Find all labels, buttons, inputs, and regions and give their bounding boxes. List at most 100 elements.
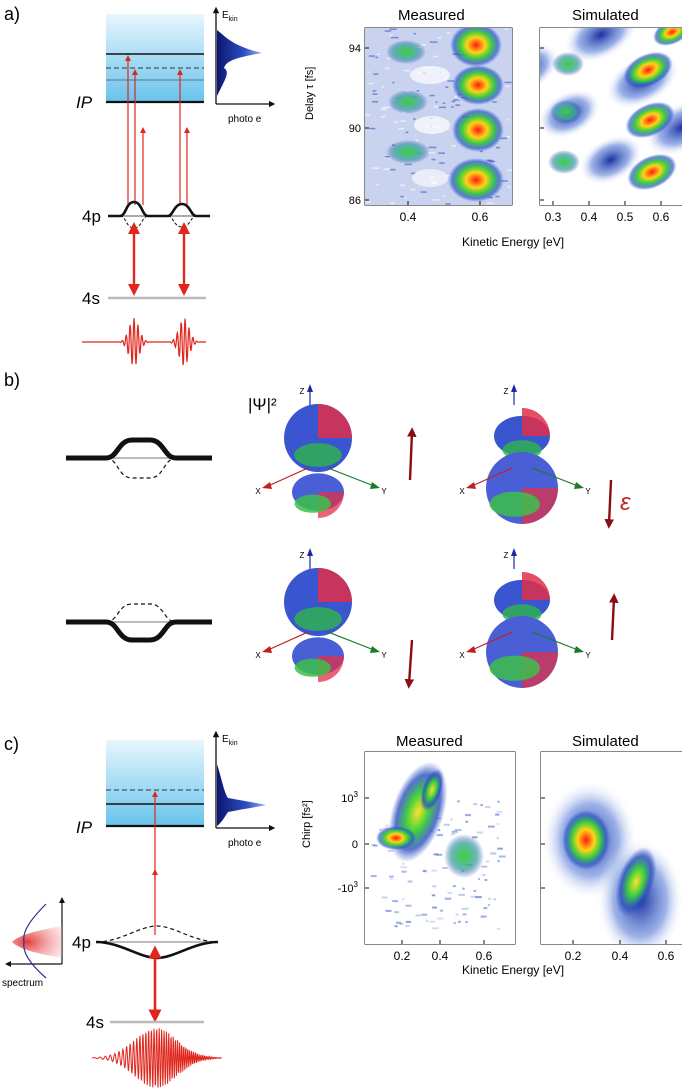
- x-axis-label: X: [255, 651, 261, 660]
- laser-pulse-pair: [82, 317, 206, 366]
- map-noise: [409, 188, 416, 191]
- map-noise: [365, 201, 372, 203]
- map-noise: [394, 121, 399, 123]
- x-tick-label: 0.6: [658, 949, 675, 963]
- x-tick-label: 0.6: [472, 210, 489, 224]
- map-noise: [445, 86, 449, 88]
- map-noise: [442, 867, 448, 869]
- map-noise: [396, 921, 401, 924]
- map-noise: [480, 915, 487, 918]
- map-noise: [497, 927, 501, 930]
- xlabel-c: Kinetic Energy [eV]: [462, 963, 564, 977]
- panel-label-b: b): [4, 370, 20, 390]
- simulated-title-a: Simulated: [572, 7, 639, 24]
- map-noise: [390, 877, 393, 880]
- x-tick-label: 0.4: [581, 210, 598, 224]
- map-noise: [382, 106, 391, 109]
- photoelectron-spectrum: [217, 30, 262, 96]
- map-noise: [437, 37, 442, 39]
- map-noise: [446, 128, 450, 130]
- map-noise: [407, 880, 413, 883]
- x-axis-label: X: [459, 651, 465, 660]
- map-noise: [429, 94, 435, 97]
- map-noise: [436, 834, 443, 837]
- y-axis-arrowhead: [370, 482, 380, 489]
- map-noise: [493, 898, 496, 901]
- map-noise: [429, 41, 438, 43]
- y-tick-label: 0: [352, 839, 358, 851]
- y-tick-label: 86: [349, 195, 361, 207]
- spectrum-curve: [23, 903, 47, 979]
- polarization-arrow-1: [407, 427, 417, 481]
- map-noise: [438, 152, 445, 154]
- map-noise: [405, 904, 412, 907]
- level-4s-label: 4s: [82, 289, 100, 308]
- map-noise: [455, 913, 459, 916]
- map-noise: [496, 823, 500, 826]
- map-noise: [497, 800, 500, 803]
- x-tick-label: 0.4: [400, 210, 417, 224]
- orbital-lobe-top-red: [522, 408, 550, 436]
- map-noise: [431, 894, 436, 897]
- y-axis-label: Y: [381, 651, 387, 660]
- ekin-label-c: Ekin: [222, 734, 238, 747]
- map-noise: [505, 85, 510, 87]
- orbital-lobe-bottom-green: [489, 655, 540, 681]
- orbital-plots: Z X Y Z X Y Z X Y Z X Y: [255, 384, 591, 688]
- map-noise: [482, 874, 486, 876]
- x-axis: [471, 467, 513, 487]
- photoe-label-c: photo e: [228, 838, 262, 849]
- map-noise: [442, 102, 446, 105]
- map-noise: [439, 162, 445, 164]
- x-tick-label: 0.3: [545, 210, 562, 224]
- map-noise: [375, 56, 378, 59]
- map-noise: [384, 30, 392, 32]
- map-noise: [402, 862, 405, 865]
- map-noise: [410, 172, 416, 175]
- map-noise: [413, 118, 416, 120]
- map-noise: [485, 860, 490, 863]
- map-noise: [484, 879, 488, 881]
- map-noise: [370, 875, 377, 878]
- map-noise: [452, 885, 456, 888]
- map-noise: [450, 833, 456, 836]
- map-noise: [372, 101, 379, 103]
- map-noise: [387, 849, 394, 852]
- map-noise: [400, 184, 405, 186]
- photoe-label: photo e: [228, 114, 262, 125]
- map-noise: [367, 82, 374, 85]
- map-noise: [506, 135, 511, 138]
- map-noise: [392, 900, 398, 903]
- map-noise: [372, 844, 376, 847]
- orbital-lobe-bottom-green: [489, 491, 540, 517]
- simulated-map-c: [541, 752, 682, 944]
- x-axis-arrowhead: [262, 646, 272, 653]
- map-noise: [485, 806, 491, 809]
- orbital-3: Z X Y: [255, 548, 387, 682]
- map-noise: [486, 202, 494, 204]
- z-axis-arrowhead: [511, 384, 517, 392]
- z-axis-label: Z: [504, 387, 509, 396]
- x-axis: [471, 631, 513, 651]
- map-noise: [380, 115, 386, 118]
- psi-label: |Ψ|²: [248, 395, 277, 414]
- z-axis-label: Z: [300, 551, 305, 560]
- map-noise: [432, 885, 437, 888]
- map-noise: [379, 828, 383, 831]
- y-tick-label: 90: [349, 123, 361, 135]
- x-axis: [267, 631, 309, 651]
- map-noise: [451, 830, 458, 833]
- x-tick-label: 0.6: [476, 949, 493, 963]
- map-noise: [433, 853, 438, 856]
- ylabel-c: Chirp [fs²]: [301, 800, 313, 848]
- y-axis-arrowhead: [574, 482, 584, 489]
- map-noise: [447, 80, 455, 82]
- measured-map-a-ticks: 94 90 86 0.4 0.6: [349, 43, 489, 224]
- map-noise: [389, 875, 394, 878]
- map-noise: [507, 186, 511, 188]
- panel-label-c: c): [4, 734, 19, 754]
- map-noise: [371, 167, 380, 169]
- map-noise: [481, 865, 488, 868]
- map-noise: [408, 204, 411, 205]
- map-noise: [444, 175, 452, 177]
